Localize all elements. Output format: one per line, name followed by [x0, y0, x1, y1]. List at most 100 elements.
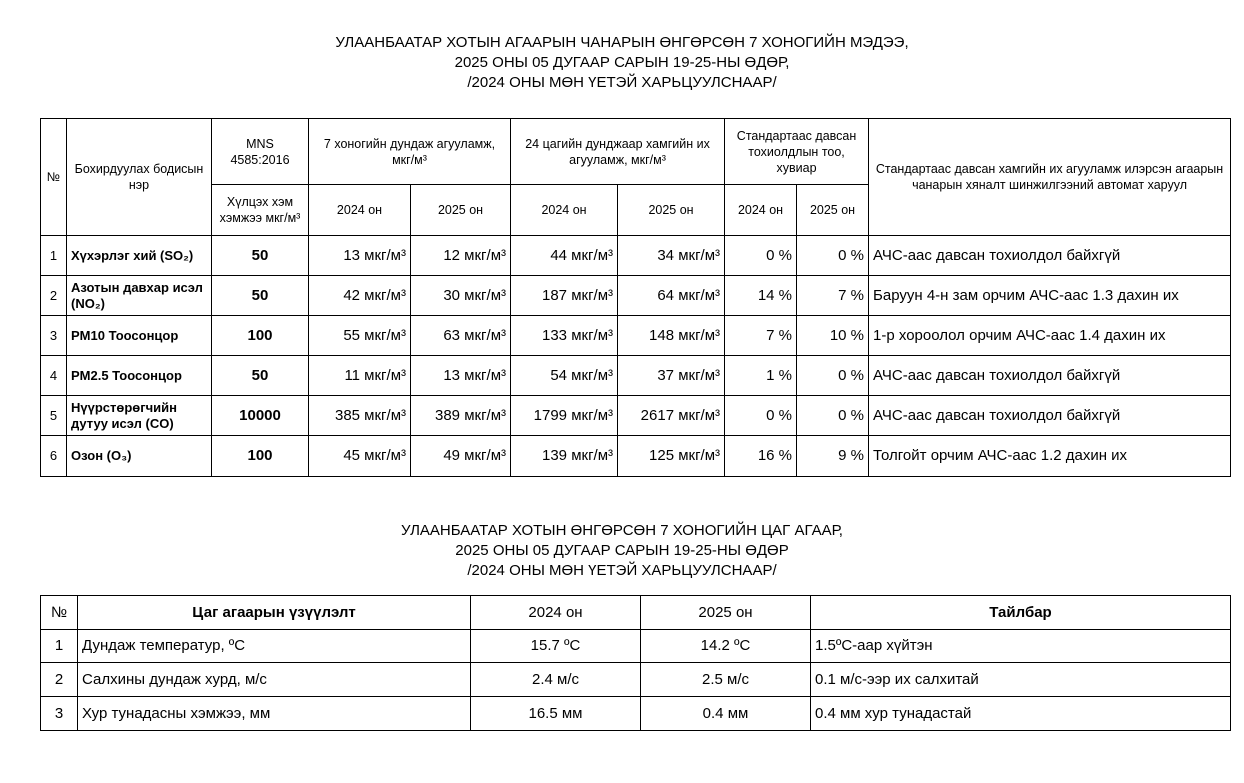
avg-2024: 11 мкг/м³	[308, 355, 411, 396]
max-2024: 133 мкг/м³	[510, 315, 619, 356]
header-year: 2025 он	[640, 595, 811, 630]
header-limit: Хүлцэх хэм хэмжээ мкг/м³	[211, 184, 309, 236]
max-2024: 187 мкг/м³	[510, 275, 619, 316]
row-no: 6	[40, 435, 67, 477]
station-note: АЧС-аас давсан тохиолдол байхгүй	[868, 235, 1232, 276]
avg-2025: 13 мкг/м³	[409, 355, 512, 396]
row-no: 3	[40, 696, 78, 731]
table-row: 3 Хур тунадасны хэмжээ, мм 16.5 мм 0.4 мм 0.…	[40, 696, 1231, 731]
row-no: 2	[40, 662, 78, 697]
value-2024: 16.5 мм	[470, 696, 641, 731]
max-2025: 125 мкг/м³	[617, 435, 726, 477]
limit-value: 100	[211, 435, 309, 477]
exceed-2024: 14 %	[724, 275, 798, 316]
pollutant-name: PM2.5 Тоосонцор	[66, 355, 212, 396]
header-exceed: Стандартаас давсан тохиолдлын тоо, хувиа…	[724, 118, 870, 185]
pollutant-name: Озон (O₃)	[66, 435, 212, 477]
limit-value: 50	[211, 275, 309, 316]
header-year: 2024 он	[308, 184, 411, 236]
value-2024: 15.7 ºC	[470, 629, 641, 663]
value-2025: 14.2 ºC	[640, 629, 811, 663]
pollutant-name: Хүхэрлэг хий (SO₂)	[66, 235, 212, 276]
exceed-2025: 0 %	[796, 395, 870, 436]
limit-value: 10000	[211, 395, 309, 436]
station-note: Баруун 4-н зам орчим АЧС-аас 1.3 дахин и…	[868, 275, 1232, 316]
header-note: Тайлбар	[810, 595, 1231, 630]
avg-2024: 385 мкг/м³	[308, 395, 411, 436]
exceed-2025: 9 %	[796, 435, 870, 477]
limit-value: 100	[211, 315, 309, 356]
pollutant-name: Нүүрстөрөгчийн дутуу исэл (CO)	[66, 395, 212, 436]
header-station: Стандартаас давсан хамгийн их агууламж и…	[868, 118, 1232, 236]
air-quality-table: № Бохирдуулах бодисын нэр MNS 4585:2016 …	[40, 118, 1232, 477]
header-year: 2024 он	[510, 184, 619, 236]
exceed-2025: 10 %	[796, 315, 870, 356]
header-no: №	[40, 595, 78, 630]
title-line: УЛААНБААТАР ХОТЫН АГААРЫН ЧАНАРЫН ӨНГӨРС…	[335, 34, 909, 51]
station-note: 1-р хороолол орчим АЧС-аас 1.4 дахин их	[868, 315, 1232, 356]
table-row: 1 Дундаж температур, ºC 15.7 ºC 14.2 ºC 1.5º…	[40, 629, 1231, 663]
header-year: 2025 он	[617, 184, 726, 236]
pollutant-name: PM10 Тоосонцор	[66, 315, 212, 356]
row-no: 2	[40, 275, 67, 316]
avg-2025: 389 мкг/м³	[409, 395, 512, 436]
pollutant-name: Азотын давхар исэл (NO₂)	[66, 275, 212, 316]
max-2025: 37 мкг/м³	[617, 355, 726, 396]
exceed-2025: 0 %	[796, 355, 870, 396]
exceed-2024: 1 %	[724, 355, 798, 396]
table-row: 2 Салхины дундаж хурд, м/с 2.4 м/с 2.5 м/с 0…	[40, 662, 1231, 697]
value-2025: 2.5 м/с	[640, 662, 811, 697]
header-year: 2025 он	[796, 184, 870, 236]
title-line: /2024 ОНЫ МӨН ҮЕТЭЙ ХАРЬЦУУЛСНААР/	[467, 74, 777, 91]
exceed-2024: 16 %	[724, 435, 798, 477]
header-year: 2025 он	[409, 184, 512, 236]
exceed-2024: 7 %	[724, 315, 798, 356]
limit-value: 50	[211, 355, 309, 396]
header-no: №	[40, 118, 67, 236]
row-no: 4	[40, 355, 67, 396]
header-max24: 24 цагийн дунджаар хамгийн их агууламж, …	[510, 118, 726, 185]
indicator-name: Хур тунадасны хэмжээ, мм	[77, 696, 471, 731]
exceed-2025: 7 %	[796, 275, 870, 316]
header-indicator: Цаг агаарын үзүүлэлт	[77, 595, 471, 630]
value-2024: 2.4 м/с	[470, 662, 641, 697]
max-2025: 148 мкг/м³	[617, 315, 726, 356]
weather-title: УЛААНБААТАР ХОТЫН ӨНГӨРСӨН 7 ХОНОГИЙН ЦА…	[0, 521, 1244, 581]
exceed-2024: 0 %	[724, 395, 798, 436]
avg-2024: 55 мкг/м³	[308, 315, 411, 356]
row-no: 3	[40, 315, 67, 356]
title-line: /2024 ОНЫ МӨН ҮЕТЭЙ ХАРЬЦУУЛСНААР/	[467, 562, 777, 579]
note: 0.1 м/с-ээр их салхитай	[810, 662, 1231, 697]
table-row: 3 PM10 Тоосонцор 100 55 мкг/м³ 63 мкг/м³ 133 …	[40, 315, 1232, 356]
table-row: 6 Озон (O₃) 100 45 мкг/м³ 49 мкг/м³ 139 мкг/м…	[40, 435, 1232, 477]
table-row: 1 Хүхэрлэг хий (SO₂) 50 13 мкг/м³ 12 мкг/м³ 4…	[40, 235, 1232, 276]
value-2025: 0.4 мм	[640, 696, 811, 731]
station-note: АЧС-аас давсан тохиолдол байхгүй	[868, 355, 1232, 396]
avg-2024: 45 мкг/м³	[308, 435, 411, 477]
title-line: 2025 ОНЫ 05 ДУГААР САРЫН 19-25-НЫ ӨДӨР,	[454, 54, 790, 71]
title-line: 2025 ОНЫ 05 ДУГААР САРЫН 19-25-НЫ ӨДӨР	[455, 542, 789, 559]
row-no: 5	[40, 395, 67, 436]
exceed-2025: 0 %	[796, 235, 870, 276]
title-line: УЛААНБААТАР ХОТЫН ӨНГӨРСӨН 7 ХОНОГИЙН ЦА…	[401, 522, 843, 539]
max-2024: 54 мкг/м³	[510, 355, 619, 396]
table-row: 2 Азотын давхар исэл (NO₂) 50 42 мкг/м³ 30 м…	[40, 275, 1232, 316]
limit-value: 50	[211, 235, 309, 276]
header-avg7: 7 хоногийн дундаж агууламж, мкг/м³	[307, 118, 512, 185]
avg-2025: 63 мкг/м³	[409, 315, 512, 356]
air-quality-title: УЛААНБААТАР ХОТЫН АГААРЫН ЧАНАРЫН ӨНГӨРС…	[0, 33, 1244, 93]
max-2025: 34 мкг/м³	[617, 235, 726, 276]
weather-table: № Цаг агаарын үзүүлэлт 2024 он 2025 он Т…	[40, 595, 1231, 731]
station-note: АЧС-аас давсан тохиолдол байхгүй	[868, 395, 1232, 436]
row-no: 1	[40, 235, 67, 276]
note: 0.4 мм хур тунадастай	[810, 696, 1231, 731]
avg-2025: 49 мкг/м³	[409, 435, 512, 477]
avg-2025: 30 мкг/м³	[409, 275, 512, 316]
max-2024: 139 мкг/м³	[510, 435, 619, 477]
header-year: 2024 он	[470, 595, 641, 630]
header-name: Бохирдуулах бодисын нэр	[66, 118, 212, 236]
max-2024: 1799 мкг/м³	[510, 395, 619, 436]
table-row: 5 Нүүрстөрөгчийн дутуу исэл (CO) 10000 385 …	[40, 395, 1232, 436]
table-row: 4 PM2.5 Тоосонцор 50 11 мкг/м³ 13 мкг/м³ 54 м…	[40, 355, 1232, 396]
station-note: Толгойт орчим АЧС-аас 1.2 дахин их	[868, 435, 1232, 477]
